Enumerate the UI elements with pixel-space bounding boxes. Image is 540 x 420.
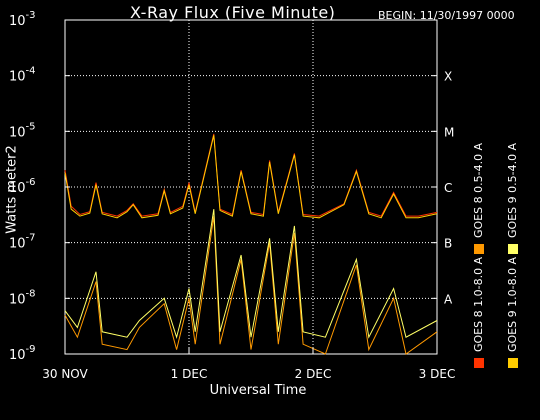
flare-class-label: C xyxy=(444,181,452,195)
y-tick-label: 10-8 xyxy=(9,288,36,307)
y-tick-exponent: -6 xyxy=(26,177,36,188)
gridlines xyxy=(65,20,437,354)
series-line xyxy=(64,209,438,340)
flare-class-label: M xyxy=(444,125,454,139)
y-tick-exponent: -7 xyxy=(26,233,36,244)
y-tick-label: 10-5 xyxy=(9,121,36,140)
legend-label: GOES 8 0.5-4.0 A xyxy=(472,142,485,238)
y-tick-exponent: -8 xyxy=(26,288,36,299)
legend-label: GOES 8 1.0-8.0 A xyxy=(472,256,485,352)
legend-label: GOES 9 0.5-4.0 A xyxy=(506,142,519,238)
data-series xyxy=(64,133,438,355)
x-tick-label: 2 DEC xyxy=(295,367,332,381)
legend-item-goes9-short: GOES 9 0.5-4.0 A xyxy=(506,54,519,254)
legend-swatch xyxy=(508,358,518,368)
flare-class-label: A xyxy=(444,292,453,306)
y-tick-exponent: -5 xyxy=(26,121,36,132)
series-line xyxy=(64,133,438,217)
y-tick-label: 10-9 xyxy=(9,344,36,363)
legend-swatch xyxy=(474,358,484,368)
legend-label: GOES 9 1.0-8.0 A xyxy=(506,256,519,352)
x-axis-ticks: 30 NOV 1 DEC 2 DEC 3 DEC xyxy=(42,348,455,381)
legend-item-goes8-short: GOES 8 0.5-4.0 A xyxy=(472,54,485,254)
flare-class-label: B xyxy=(444,237,452,251)
x-tick-label: 3 DEC xyxy=(419,367,456,381)
series-line xyxy=(64,135,438,219)
y-tick-label: 10-3 xyxy=(9,10,36,29)
legend-swatch xyxy=(474,244,484,254)
y-axis-ticks: 10-310-410-510-610-710-810-9 xyxy=(9,10,437,363)
y-tick-label: 10-4 xyxy=(9,66,36,85)
y-tick-exponent: -9 xyxy=(26,344,36,355)
y-tick-exponent: -4 xyxy=(26,66,36,77)
legend-swatch xyxy=(508,244,518,254)
x-tick-label: 1 DEC xyxy=(171,367,208,381)
flare-class-labels: X M C B A xyxy=(444,70,454,307)
x-axis-label: Universal Time xyxy=(209,383,307,398)
series-line xyxy=(64,216,438,355)
x-tick-label: 30 NOV xyxy=(42,367,88,381)
begin-timestamp: BEGIN: 11/30/1997 0000 xyxy=(378,9,515,22)
y-tick-exponent: -3 xyxy=(26,10,36,21)
y-axis-label: Watts meter2 xyxy=(4,145,20,234)
chart-title: X-Ray Flux (Five Minute) xyxy=(130,3,336,22)
flare-class-label: X xyxy=(444,70,452,84)
